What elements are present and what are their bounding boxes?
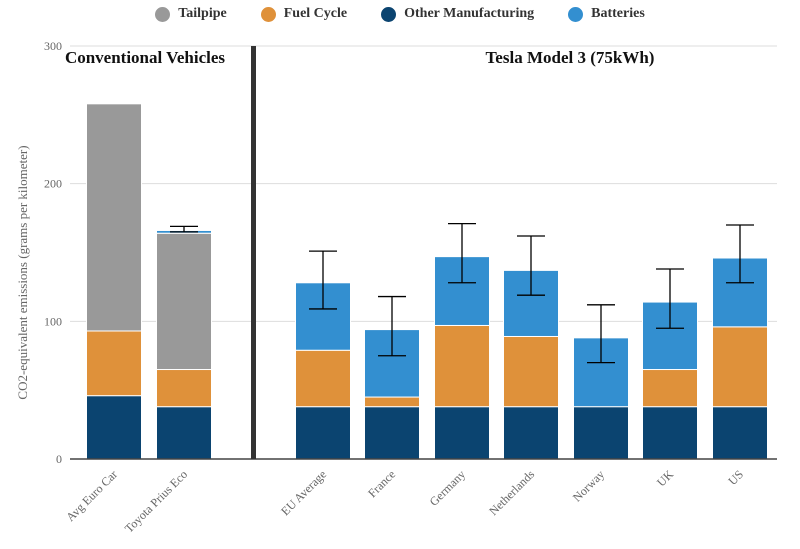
legend-item-fuel-cycle[interactable]: Fuel Cycle: [260, 6, 348, 22]
error-bar-toyota-prius-eco: [170, 225, 198, 233]
legend-marker-tailpipe: [155, 6, 171, 22]
legend-marker-other-manufacturing: [381, 6, 397, 22]
legend-label: Other Manufacturing: [404, 6, 535, 21]
bar-france-fuel-cycle: [364, 396, 420, 408]
bar-us-other-manufacturing: [712, 406, 768, 460]
legend-label: Fuel Cycle: [283, 6, 348, 21]
bar-norway-other-manufacturing: [573, 406, 629, 460]
bar-netherlands-fuel-cycle: [503, 335, 559, 408]
legend-label: Batteries: [591, 6, 645, 21]
x-tick-label: UK: [654, 467, 676, 489]
x-tick-label: US: [725, 467, 746, 488]
section-title-tesla-model-3-75kwh: Tesla Model 3 (75kWh): [486, 48, 655, 67]
legend-item-other-manufacturing[interactable]: Other Manufacturing: [381, 6, 534, 22]
x-tick-label: Germany: [427, 467, 468, 508]
y-tick-label: 0: [56, 452, 62, 466]
bar-avg-euro-car-tailpipe: [86, 103, 142, 332]
x-tick-label: Toyota Prius Eco: [122, 467, 190, 535]
bar-netherlands-other-manufacturing: [503, 406, 559, 460]
bar-uk-fuel-cycle: [642, 369, 698, 408]
bar-avg-euro-car-fuel-cycle: [86, 330, 142, 397]
x-tick-label: Norway: [570, 467, 607, 504]
error-bar-france: [378, 295, 406, 357]
legend-item-batteries[interactable]: Batteries: [568, 6, 645, 22]
bar-eu-average-other-manufacturing: [295, 406, 351, 460]
x-tick-label: Avg Euro Car: [63, 467, 120, 524]
x-tick-label: France: [365, 467, 398, 500]
bar-toyota-prius-eco-other-manufacturing: [156, 406, 212, 460]
bar-us-fuel-cycle: [712, 326, 768, 408]
bar-germany-other-manufacturing: [434, 406, 490, 460]
chart-legend: Tailpipe Fuel Cycle Other Manufacturing Bat…: [0, 6, 800, 22]
error-bar-us: [726, 224, 754, 284]
bar-uk-other-manufacturing: [642, 406, 698, 460]
legend-item-tailpipe[interactable]: Tailpipe: [155, 6, 227, 22]
y-tick-label: 200: [44, 177, 62, 191]
y-axis-title: CO2-equivalent emissions (grams per kilo…: [15, 145, 30, 399]
bar-avg-euro-car-other-manufacturing: [86, 395, 142, 460]
y-tick-label: 100: [44, 314, 62, 328]
bar-toyota-prius-eco-fuel-cycle: [156, 369, 212, 408]
legend-label: Tailpipe: [178, 6, 227, 21]
bar-eu-average-fuel-cycle: [295, 349, 351, 408]
section-divider: [251, 46, 256, 459]
section-title-conventional-vehicles: Conventional Vehicles: [65, 48, 225, 67]
bar-toyota-prius-eco-tailpipe: [156, 232, 212, 371]
legend-marker-fuel-cycle: [260, 6, 276, 22]
bar-france-other-manufacturing: [364, 406, 420, 460]
error-bar-netherlands: [517, 235, 545, 296]
y-tick-label: 300: [44, 39, 62, 53]
x-tick-label: Netherlands: [486, 467, 537, 518]
error-bar-norway: [587, 304, 615, 364]
legend-marker-batteries: [568, 6, 584, 22]
error-bar-germany: [448, 222, 476, 284]
bar-germany-fuel-cycle: [434, 324, 490, 408]
x-tick-label: EU Average: [278, 467, 329, 518]
error-bar-uk: [656, 268, 684, 329]
error-bar-eu-average: [309, 250, 337, 310]
